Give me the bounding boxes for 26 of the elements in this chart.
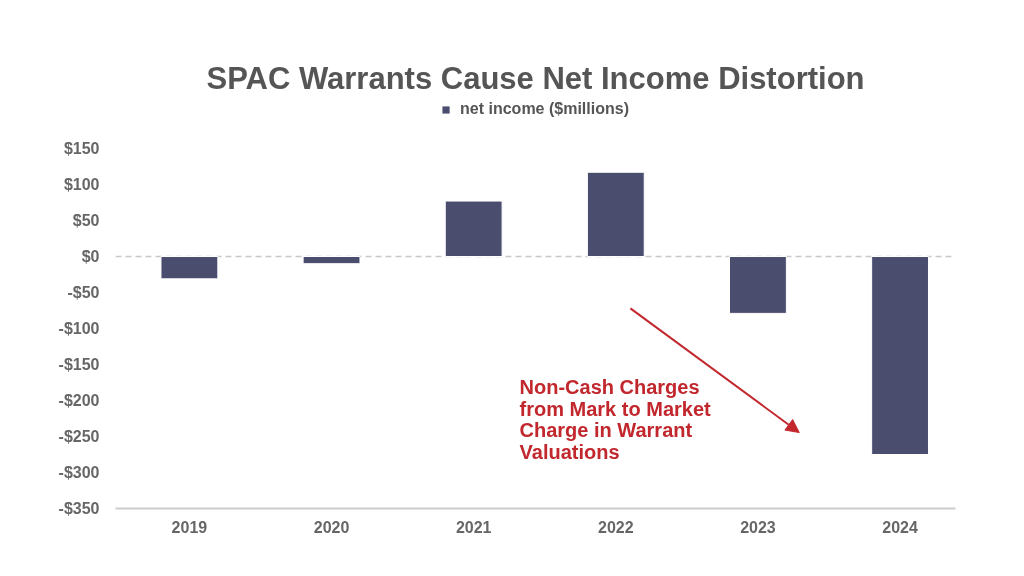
legend-label: net income ($millions) — [460, 100, 629, 118]
y-tick-label: -$300 — [58, 464, 100, 481]
y-tick-label: -$250 — [58, 428, 100, 445]
x-tick-label: 2021 — [455, 518, 492, 536]
annotation: Non-Cash Charges from Mark to Market Charge in Warrant Valuations — [519, 376, 712, 463]
y-tick-label: -$50 — [67, 284, 100, 301]
y-tick-label: -$100 — [58, 320, 100, 337]
bar — [586, 171, 645, 257]
x-tick-label: 2023 — [740, 518, 776, 536]
bar — [160, 256, 219, 280]
chart-title: SPAC Warrants Cause Net Income Distortion — [206, 60, 865, 96]
x-tick-label: 2024 — [882, 518, 918, 536]
bar — [302, 256, 361, 265]
bar — [444, 200, 503, 257]
y-tick-label: $0 — [81, 248, 100, 265]
y-tick-label: $150 — [63, 140, 100, 157]
bar — [871, 256, 929, 455]
y-tick-label: -$150 — [58, 356, 100, 373]
y-tick-label: -$200 — [58, 392, 100, 409]
x-tick-label: 2022 — [598, 518, 634, 536]
x-tick-label: 2019 — [171, 518, 208, 536]
y-tick-label: $100 — [63, 176, 100, 193]
y-tick-label: $50 — [72, 212, 100, 229]
bar — [729, 256, 787, 314]
x-tick-label: 2020 — [313, 518, 350, 536]
y-tick-label: -$350 — [58, 500, 100, 517]
